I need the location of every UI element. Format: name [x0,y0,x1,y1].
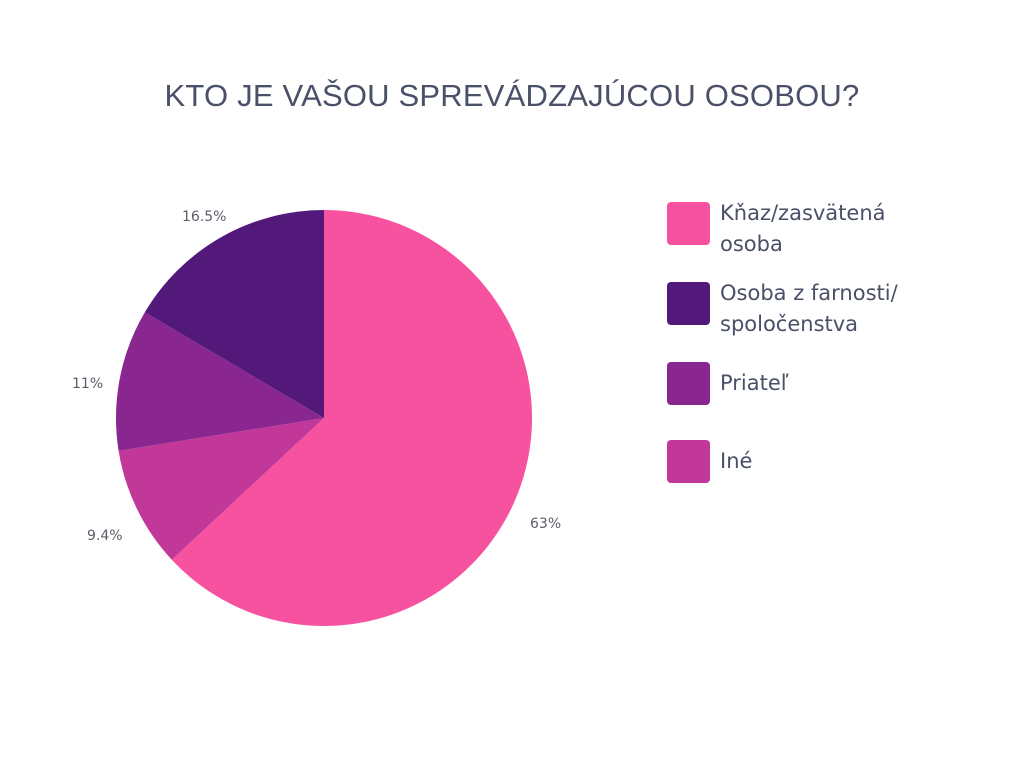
legend-item-ine[interactable]: Iné [667,440,940,483]
pie-slice [115,312,324,451]
legend-swatch-icon [667,202,710,245]
legend-item-knaz[interactable]: Kňaz/zasvätená osoba [667,201,940,260]
legend-item-osoba-z-farnosti[interactable]: Osoba z farnosti/ spoločenstva [667,281,940,340]
legend-item-priatel[interactable]: Priateľ [667,362,940,405]
legend-label: Priateľ [720,371,789,395]
legend-label: Iné [720,449,753,473]
legend-swatch-icon [667,282,710,325]
slice-label-priatel: 11% [72,376,104,392]
pie-slice [144,210,324,418]
legend-label: Kňaz/zasvätená osoba [720,201,886,256]
chart-title: KTO JE VAŠOU SPREVÁDZAJÚCOU OSOBOU? [164,78,860,113]
legend-label: Osoba z farnosti/ spoločenstva [720,281,898,336]
pie-slice [171,210,533,626]
legend-swatch-icon [667,440,710,483]
pie-slice [118,418,325,560]
slice-label-knaz: 63% [530,516,562,532]
slice-label-osoba-z-farnosti: 16.5% [182,209,227,225]
slice-label-ine: 9.4% [87,528,123,544]
legend-swatch-icon [667,362,710,405]
